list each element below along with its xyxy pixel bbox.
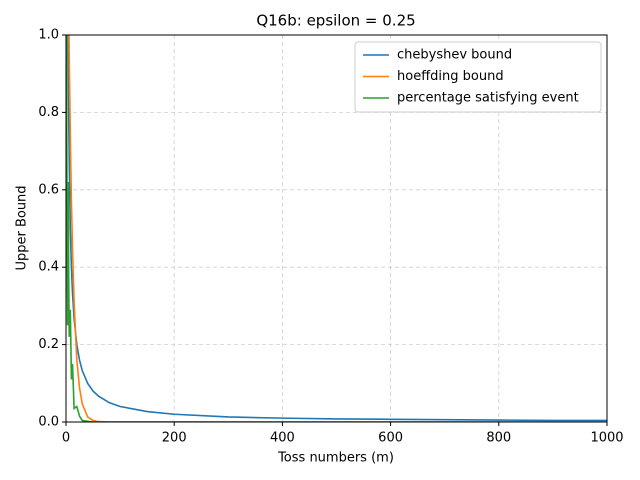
y-tick-label: 0.0 [38,415,59,430]
y-tick-label: 0.8 [38,105,59,120]
legend-box [354,41,602,113]
legend: chebyshev bound hoeffding bound percentage… [354,41,602,113]
y-tick-label: 1.0 [38,28,59,43]
y-tick-label: 0.6 [38,182,59,197]
line-series [68,35,607,422]
x-tick-label: 600 [378,431,403,446]
y-tick-label: 0.4 [38,260,59,275]
legend-label: percentage satisfying event [397,91,579,106]
line-series [67,35,607,422]
x-tick-label: 400 [270,431,295,446]
x-tick-label: 0 [62,431,70,446]
x-tick-label: 1000 [590,431,623,446]
chart-title: Q16b: epsilon = 0.25 [256,12,415,30]
y-tick-label: 0.2 [38,337,59,352]
x-tick-label: 200 [162,431,187,446]
y-axis-label: Upper Bound [15,185,30,270]
plot-frame [65,34,608,423]
x-tick-label: 800 [486,431,511,446]
legend-label: chebyshev bound [397,48,512,63]
legend-label: hoeffding bound [397,69,504,84]
x-axis-label: Toss numbers (m) [277,451,394,466]
